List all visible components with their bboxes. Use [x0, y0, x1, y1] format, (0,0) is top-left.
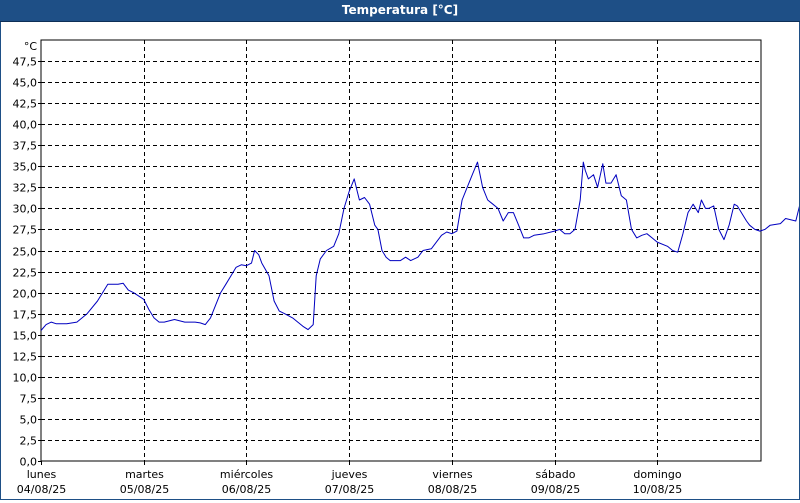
y-tick-label: 32,5: [13, 182, 38, 195]
y-tick-label: 22,5: [13, 267, 38, 280]
x-tick-day-label: lunes: [27, 468, 57, 481]
y-tick-label: 20,0: [13, 288, 38, 301]
y-tick-label: 42,5: [13, 98, 38, 111]
y-tick-label: 15,0: [13, 330, 38, 343]
temperature-series-line: [40, 161, 800, 331]
window-title: Temperatura [°C]: [341, 3, 459, 17]
plot-frame: [40, 39, 762, 462]
y-tick-label: 30,0: [13, 203, 38, 216]
x-tick-day-label: domingo: [633, 468, 681, 481]
y-tick-label: 0,0: [20, 456, 38, 469]
x-tick-day-label: jueves: [331, 468, 368, 481]
y-tick-label: 37,5: [13, 140, 38, 153]
y-tick-label: 47,5: [13, 56, 38, 69]
x-tick-day-label: miércoles: [220, 468, 273, 481]
y-tick-label: 25,0: [13, 246, 38, 259]
y-tick-label: 7,5: [20, 393, 38, 406]
y-tick-label: 35,0: [13, 161, 38, 174]
y-tick-label: 10,0: [13, 372, 38, 385]
x-tick-date-label: 04/08/25: [17, 483, 66, 496]
x-tick-date-label: 06/08/25: [222, 483, 271, 496]
x-tick-date-label: 10/08/25: [633, 483, 682, 496]
window-title-bar: Temperatura [°C]: [0, 0, 800, 22]
temperature-chart: 0,0 2,5 5,0 7,5 10,0 12,5 15,0 17,5 20,0 22,5 25,0…: [13, 39, 800, 496]
x-tick-date-label: 08/08/25: [428, 483, 477, 496]
y-tick-label: 2,5: [20, 435, 38, 448]
x-tick-day-label: sábado: [536, 468, 576, 481]
y-tick-label: 5,0: [20, 414, 38, 427]
x-tick-date-label: 05/08/25: [120, 483, 169, 496]
y-tick-label: 12,5: [13, 351, 38, 364]
y-axis-unit-label: °C: [24, 40, 38, 53]
x-tick-day-label: martes: [125, 468, 164, 481]
x-tick-day-label: viernes: [432, 468, 472, 481]
y-tick-label: 27,5: [13, 224, 38, 237]
chart-area: 0,0 2,5 5,0 7,5 10,0 12,5 15,0 17,5 20,0 22,5 25,0…: [0, 22, 800, 500]
x-tick-date-label: 07/08/25: [325, 483, 374, 496]
x-tick-date-label: 09/08/25: [531, 483, 580, 496]
y-tick-label: 40,0: [13, 119, 38, 132]
y-tick-label: 17,5: [13, 309, 38, 322]
y-tick-label: 45,0: [13, 77, 38, 90]
